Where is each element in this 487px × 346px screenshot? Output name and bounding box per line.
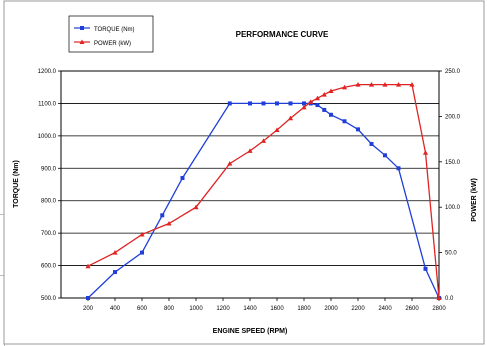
series-layer bbox=[85, 82, 442, 300]
x-tick-label: 2400 bbox=[378, 306, 392, 312]
y2-tick-label: 150.0 bbox=[445, 160, 461, 166]
x-tick-label: 400 bbox=[110, 306, 121, 312]
data-point-power bbox=[321, 92, 327, 97]
data-point-power bbox=[436, 295, 442, 300]
data-point-power bbox=[314, 95, 321, 101]
data-point-power bbox=[355, 82, 361, 87]
data-point-power bbox=[166, 220, 172, 226]
data-point-power bbox=[409, 82, 415, 87]
data-point-power bbox=[227, 161, 233, 166]
data-point-torque bbox=[113, 270, 117, 275]
data-point-power bbox=[274, 127, 280, 133]
data-point-torque bbox=[288, 101, 293, 106]
legend-label-torque: TORQUE (Nm) bbox=[94, 27, 135, 33]
data-point-power bbox=[395, 82, 402, 87]
legend-marker-power bbox=[79, 39, 85, 44]
chart-area-border bbox=[3, 0, 485, 345]
y-tick-label: 1000.0 bbox=[38, 134, 57, 140]
y2-axis-label: POWER (kW) bbox=[471, 178, 478, 222]
data-point-torque bbox=[315, 103, 320, 108]
data-point-power bbox=[422, 150, 429, 155]
data-point-torque bbox=[227, 101, 232, 106]
data-point-torque bbox=[180, 176, 185, 181]
x-tick-label: 1000 bbox=[189, 306, 203, 312]
y2-tick-label: 50.0 bbox=[445, 251, 457, 257]
legend-marker-torque bbox=[80, 26, 84, 30]
legend: TORQUE (Nm) POWER (kW) bbox=[68, 15, 154, 53]
data-point-torque bbox=[261, 101, 266, 106]
data-point-torque bbox=[383, 153, 387, 158]
y-axis-label: TORQUE (Nm) bbox=[13, 160, 20, 208]
data-point-torque bbox=[248, 101, 252, 106]
x-axis: 200 400 600 800 1000 1200 1400 1600 1800 2000 2200… bbox=[83, 298, 446, 312]
y-tick-label: 700.0 bbox=[41, 231, 57, 237]
x-tick-label: 800 bbox=[164, 306, 175, 312]
data-point-torque bbox=[369, 141, 374, 146]
y-tick-label: 1200.0 bbox=[38, 69, 57, 75]
data-point-torque bbox=[396, 166, 401, 171]
data-point-torque bbox=[322, 107, 327, 112]
data-point-power bbox=[382, 82, 388, 87]
data-point-power bbox=[85, 263, 91, 269]
y-tick-label: 800.0 bbox=[41, 199, 57, 205]
y2-tick-label: 0.0 bbox=[445, 296, 454, 302]
data-point-power bbox=[328, 88, 334, 93]
x-tick-label: 2600 bbox=[405, 306, 419, 312]
x-axis-label: ENGINE SPEED (RPM) bbox=[213, 328, 288, 335]
x-tick-label: 1800 bbox=[297, 306, 311, 312]
left-axis: 500.0 600.0 700.0 800.0 900.0 1000.0 1100.0 120… bbox=[38, 69, 61, 302]
data-point-power bbox=[308, 99, 314, 104]
data-point-power bbox=[341, 84, 348, 90]
chart-title: PERFORMANCE CURVE bbox=[236, 30, 329, 39]
data-point-torque bbox=[86, 296, 90, 300]
y2-tick-label: 250.0 bbox=[445, 69, 461, 75]
right-axis: 0.0 50.0 100.0 150.0 200.0 250.0 bbox=[439, 69, 461, 302]
data-point-torque bbox=[356, 127, 360, 132]
data-point-power bbox=[260, 138, 267, 143]
x-tick-label: 2200 bbox=[351, 306, 365, 312]
x-tick-label: 1600 bbox=[270, 306, 284, 312]
x-tick-label: 2000 bbox=[324, 306, 338, 312]
data-point-power bbox=[368, 82, 375, 87]
data-point-torque bbox=[342, 119, 347, 124]
y-tick-label: 900.0 bbox=[41, 166, 57, 172]
data-point-power bbox=[112, 250, 118, 255]
data-point-power bbox=[247, 148, 253, 153]
series-line-torque bbox=[87, 102, 440, 299]
x-tick-label: 1200 bbox=[216, 306, 230, 312]
data-point-power bbox=[139, 231, 145, 237]
y-tick-label: 500.0 bbox=[41, 296, 57, 302]
data-point-torque bbox=[160, 213, 165, 218]
legend-label-power: POWER (kW) bbox=[94, 41, 131, 47]
grid bbox=[61, 103, 439, 266]
x-tick-label: 600 bbox=[137, 306, 148, 312]
legend-box bbox=[68, 15, 154, 53]
y-tick-label: 1100.0 bbox=[38, 101, 57, 107]
y2-tick-label: 100.0 bbox=[445, 205, 461, 211]
y2-tick-label: 200.0 bbox=[445, 114, 461, 120]
data-point-torque bbox=[275, 101, 279, 106]
x-tick-label: 200 bbox=[83, 306, 94, 312]
x-tick-label: 1400 bbox=[243, 306, 257, 312]
x-tick-label: 2800 bbox=[432, 306, 446, 312]
data-point-torque bbox=[423, 266, 428, 271]
data-point-power bbox=[193, 204, 199, 210]
data-point-power bbox=[301, 104, 307, 110]
data-point-power bbox=[287, 115, 294, 121]
data-point-torque bbox=[140, 250, 144, 255]
y-tick-label: 600.0 bbox=[41, 264, 57, 270]
data-point-torque bbox=[329, 112, 333, 117]
data-point-torque bbox=[302, 101, 306, 106]
